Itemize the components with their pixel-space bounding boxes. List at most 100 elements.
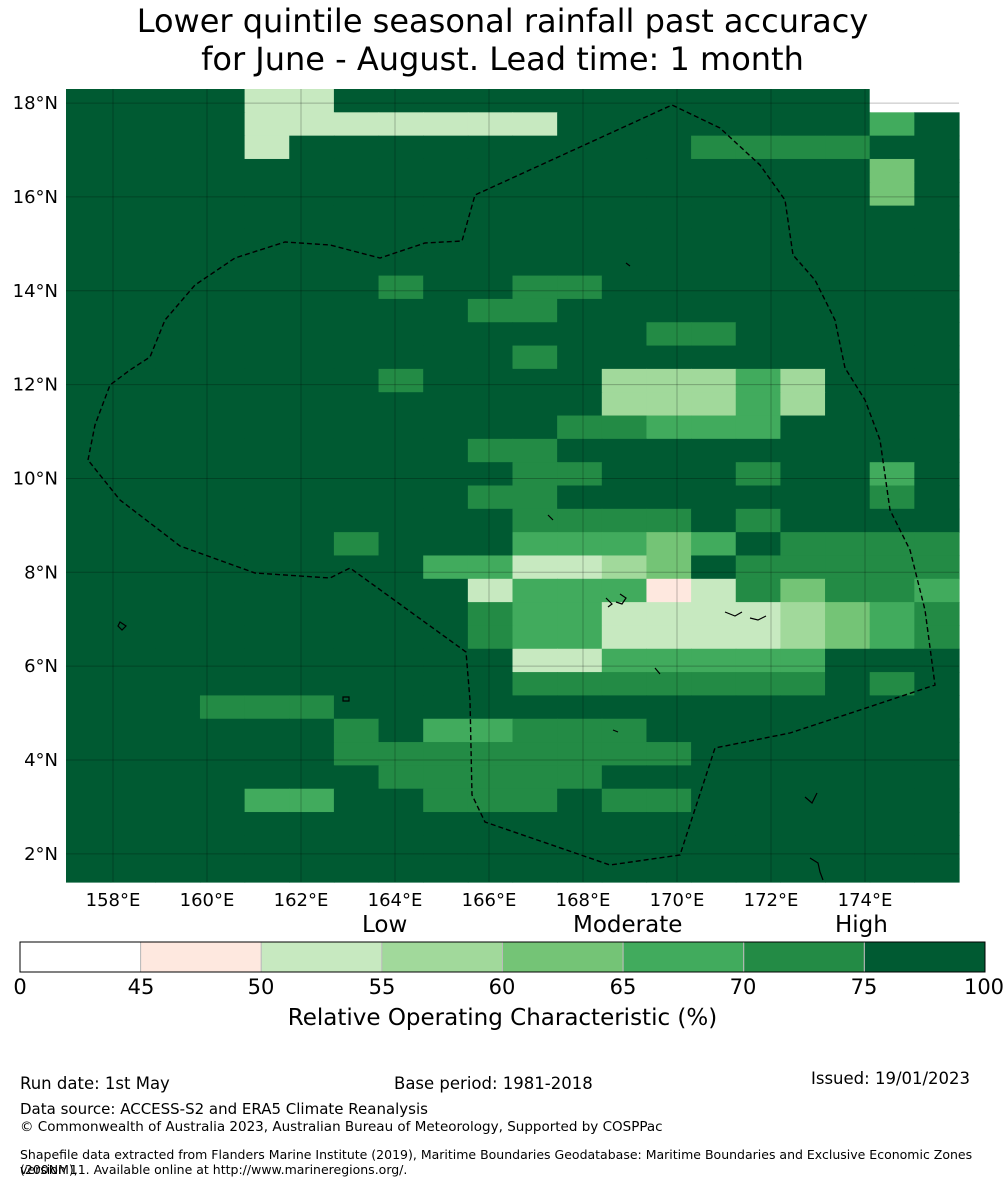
grid-cell: [244, 368, 290, 393]
grid-cell: [691, 345, 737, 370]
grid-cell: [914, 485, 960, 510]
grid-cell: [914, 228, 960, 253]
grid-cell: [378, 602, 424, 627]
colorbar-tick: 45: [127, 975, 155, 999]
grid-cell: [869, 322, 915, 347]
grid-cell: [780, 602, 826, 627]
grid-cell: [780, 765, 826, 790]
grid-cell: [423, 275, 469, 300]
grid-cell: [780, 415, 826, 440]
grid-cell: [914, 788, 960, 813]
grid-cell: [825, 438, 871, 463]
grid-cell: [825, 462, 871, 487]
grid-cell: [646, 602, 692, 627]
grid-cell: [199, 322, 246, 347]
grid-cell: [199, 555, 246, 580]
grid-cell: [646, 788, 692, 813]
grid-cell: [110, 182, 156, 207]
grid-cell: [869, 275, 915, 300]
grid-cell: [155, 89, 201, 113]
grid-cell: [780, 555, 826, 580]
grid-cell: [601, 438, 648, 463]
grid-cell: [601, 532, 648, 557]
grid-cell: [601, 322, 648, 347]
longitude-label: 170°E: [650, 890, 705, 911]
grid-cell: [780, 672, 826, 697]
grid-cell: [155, 345, 201, 370]
grid-cell: [557, 345, 603, 370]
grid-cell: [914, 182, 960, 207]
grid-cell: [467, 462, 514, 487]
grid-cell: [66, 112, 112, 137]
grid-cell: [869, 555, 915, 580]
grid-cell: [155, 415, 201, 440]
grid-cell: [289, 392, 335, 417]
grid-cell: [244, 672, 290, 697]
grid-cell: [601, 578, 648, 603]
grid-cell: [601, 158, 648, 183]
grid-cell: [333, 322, 380, 347]
grid-cell: [914, 462, 960, 487]
grid-cell: [691, 252, 737, 277]
grid-cell: [423, 695, 469, 720]
grid-cell: [869, 228, 915, 253]
colorbar-tick: 70: [729, 975, 757, 999]
grid-cell: [199, 788, 246, 813]
grid-cell: [735, 532, 781, 557]
grid-cell: [467, 555, 514, 580]
grid-cell: [289, 532, 335, 557]
grid-cell: [780, 205, 826, 230]
grid-cell: [825, 112, 871, 137]
grid-cell: [110, 322, 156, 347]
grid-cell: [199, 158, 246, 183]
grid-cell: [333, 858, 380, 883]
grid-cell: [780, 508, 826, 533]
latitude-labels: 18°N 16°N 14°N 12°N 10°N 8°N 6°N 4°N 2°N: [13, 93, 58, 865]
grid-cell: [557, 672, 603, 697]
grid-cell: [66, 205, 112, 230]
grid-cell: [333, 205, 380, 230]
grid-cell: [825, 788, 871, 813]
grid-cell: [155, 322, 201, 347]
colorbar-tick: 65: [609, 975, 637, 999]
grid-cell: [691, 135, 737, 160]
longitude-label: 162°E: [274, 890, 329, 911]
grid-cell: [557, 485, 603, 510]
grid-cell: [735, 252, 781, 277]
grid-cell: [825, 275, 871, 300]
grid-cell: [244, 602, 290, 627]
grid-cell: [333, 695, 380, 720]
grid-cell: [378, 345, 424, 370]
run-date: Run date: 1st May: [20, 1074, 170, 1093]
grid-cell: [378, 298, 424, 323]
grid-cell: [467, 158, 514, 183]
grid-cell: [66, 228, 112, 253]
grid-cell: [869, 205, 915, 230]
grid-cell: [199, 672, 246, 697]
grid-cell: [869, 835, 915, 860]
colorbar-segment: [19, 941, 142, 973]
grid-cell: [378, 205, 424, 230]
grid-cell: [735, 112, 781, 137]
grid-cell: [289, 252, 335, 277]
grid-cell: [557, 368, 603, 393]
grid-cell: [914, 602, 960, 627]
grid-cell: [378, 228, 424, 253]
grid-cell: [557, 508, 603, 533]
grid-cell: [557, 415, 603, 440]
grid-cell: [646, 275, 692, 300]
grid-cell: [110, 812, 156, 836]
grid-cell: [557, 298, 603, 323]
grid-cell: [914, 765, 960, 790]
grid-cell: [825, 672, 871, 697]
longitude-labels: 158°E 160°E 162°E 164°E 166°E 168°E 170°E 172°E…: [86, 890, 893, 911]
grid-cell: [333, 718, 380, 743]
grid-cell: [66, 275, 112, 300]
grid-cell: [110, 718, 156, 743]
grid-cell: [333, 625, 380, 650]
grid-cell: [512, 718, 558, 743]
grid-cell: [601, 625, 648, 650]
grid-cell: [691, 812, 737, 836]
grid-cell: [914, 718, 960, 743]
grid-cell: [467, 485, 514, 510]
